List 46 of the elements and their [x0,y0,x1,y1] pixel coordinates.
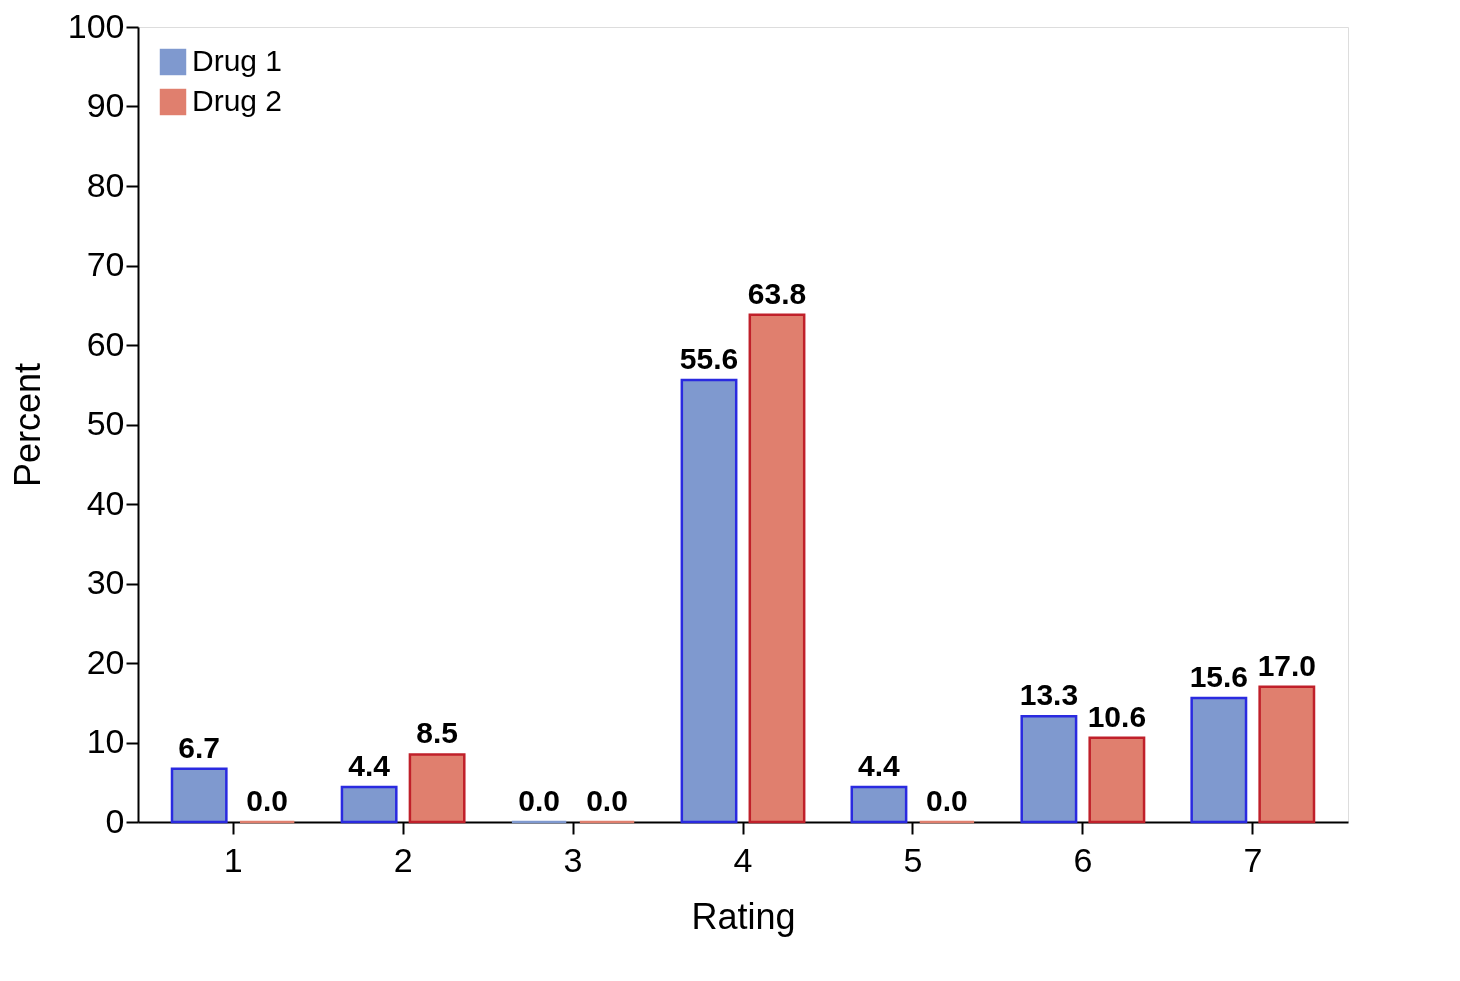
data-label: 0.0 [518,784,560,817]
data-label: 15.6 [1189,659,1249,693]
y-tick-label: 10 [86,722,125,760]
data-label: 4.4 [348,749,391,783]
x-tick-label: 5 [903,840,923,879]
x-tick-label: 7 [1243,840,1263,879]
x-axis-title: Rating [691,895,796,937]
x-tick-label: 6 [1073,840,1093,879]
y-tick-label: 30 [86,563,125,601]
y-tick-label: 50 [86,404,125,442]
y-tick-label: 60 [86,324,125,363]
legend-label: Drug 2 [192,84,283,117]
data-label: 6.7 [178,730,221,764]
data-label: 17.0 [1257,648,1317,682]
bar [340,785,398,824]
x-tick-label: 3 [563,840,583,879]
x-tick-label: 2 [393,840,413,879]
y-tick-label: 40 [86,483,125,522]
y-tick-label: 70 [86,245,125,283]
data-label: 4.4 [858,749,901,783]
bar [408,753,466,824]
data-label: 63.8 [747,276,807,310]
y-axis-title: Percent [6,362,48,488]
x-tick-label: 4 [733,840,753,879]
bar [680,378,738,824]
data-label: 8.5 [416,716,458,750]
data-label: 13.3 [1019,678,1079,712]
bar [1020,715,1078,824]
data-label: 0.0 [926,784,968,817]
bar [1088,736,1146,824]
data-label: 55.6 [679,341,739,375]
data-label: 10.6 [1087,699,1147,733]
y-tick-label: 20 [86,642,125,681]
bar [748,313,806,824]
bar [1190,696,1248,824]
data-label: 0.0 [586,784,628,817]
y-tick-label: 80 [86,165,125,204]
bar [850,785,908,824]
data-label: 0.0 [246,784,289,817]
y-tick-label: 90 [86,86,125,124]
bar [1258,685,1316,824]
y-tick-label: 100 [67,6,125,45]
legend-label: Drug 1 [192,44,283,77]
y-tick-label: 0 [105,801,125,840]
bar [170,767,228,824]
x-tick-label: 1 [223,840,243,879]
